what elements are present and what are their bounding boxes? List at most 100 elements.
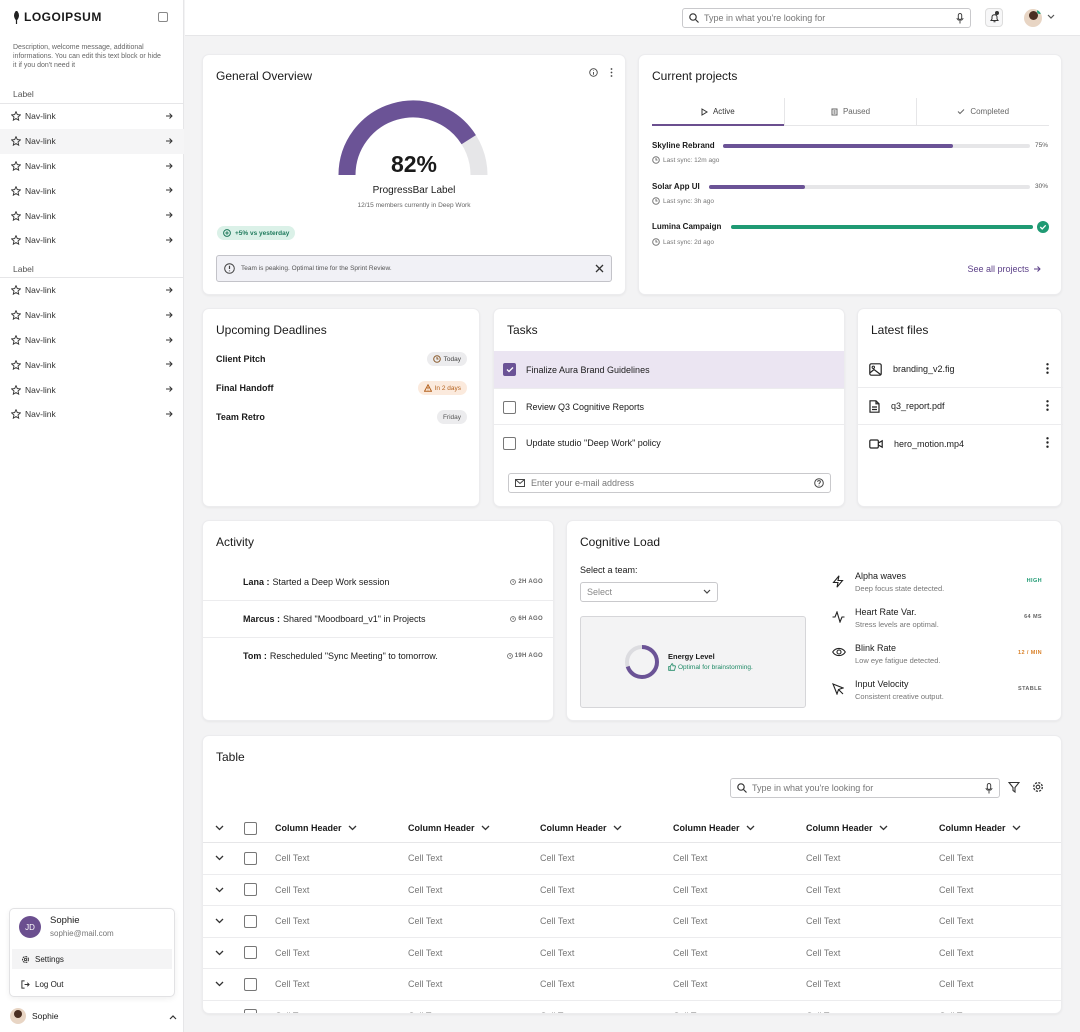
kebab-menu-icon[interactable] xyxy=(1046,437,1049,448)
expand-row-icon[interactable] xyxy=(215,918,224,924)
row-checkbox[interactable] xyxy=(244,946,257,960)
expand-row-icon[interactable] xyxy=(215,887,224,893)
deadline-item[interactable]: Client Pitch Today xyxy=(216,349,467,369)
microphone-icon[interactable] xyxy=(956,12,964,24)
logo[interactable]: LOGOIPSUM xyxy=(12,10,102,24)
deadline-item[interactable]: Final Handoff In 2 days xyxy=(216,378,467,398)
sidebar-nav-link[interactable]: Nav-link xyxy=(0,104,184,129)
select-all-checkbox[interactable] xyxy=(244,821,257,835)
search-input[interactable]: Type in what you're looking for xyxy=(682,8,971,28)
chevron-up-icon[interactable] xyxy=(169,1014,177,1020)
task-item[interactable]: Review Q3 Cognitive Reports xyxy=(494,388,844,425)
sidebar-nav-link[interactable]: Nav-link xyxy=(0,377,184,402)
table-cell: Cell Text xyxy=(673,875,707,906)
chevron-down-icon[interactable] xyxy=(1012,825,1021,831)
sidebar-nav-link[interactable]: Nav-link xyxy=(0,278,184,303)
task-item[interactable]: Update studio "Deep Work" policy xyxy=(494,424,844,461)
task-checkbox[interactable] xyxy=(503,363,516,376)
metric-title: Heart Rate Var. xyxy=(855,607,917,617)
table-search-input[interactable]: Type in what you're looking for xyxy=(730,778,1000,798)
task-checkbox[interactable] xyxy=(503,436,516,450)
chevron-down-icon[interactable] xyxy=(879,825,888,831)
see-all-projects-link[interactable]: See all projects xyxy=(967,264,1041,274)
row-checkbox[interactable] xyxy=(244,883,257,897)
activity-item[interactable]: Tom : Rescheduled "Sync Meeting" to tomor… xyxy=(203,637,553,674)
task-item[interactable]: Finalize Aura Brand Guidelines xyxy=(494,351,844,388)
gear-icon[interactable] xyxy=(1032,781,1044,793)
activity-user: Lana : xyxy=(243,577,270,587)
chevron-down-icon[interactable] xyxy=(215,825,224,831)
chevron-down-icon[interactable] xyxy=(1047,14,1055,20)
chevron-down-icon[interactable] xyxy=(746,825,755,831)
column-header[interactable]: Column Header xyxy=(408,814,490,842)
sidebar-nav-link[interactable]: Nav-link xyxy=(0,303,184,328)
row-checkbox[interactable] xyxy=(244,1009,257,1013)
sidebar-nav-link[interactable]: Nav-link xyxy=(0,203,184,228)
kebab-menu-icon[interactable] xyxy=(1046,363,1049,374)
settings-label: Settings xyxy=(35,954,64,964)
table-cell: Cell Text xyxy=(275,969,309,1000)
deadline-name: Client Pitch xyxy=(216,354,266,364)
tab-active[interactable]: Active xyxy=(652,98,785,126)
help-icon[interactable] xyxy=(814,478,824,488)
row-checkbox[interactable] xyxy=(244,914,257,928)
chevron-down-icon[interactable] xyxy=(348,825,357,831)
logout-label: Log Out xyxy=(35,979,64,989)
email-field[interactable]: Enter your e-mail address xyxy=(508,473,831,493)
file-item[interactable]: q3_report.pdf xyxy=(858,388,1063,425)
task-checkbox[interactable] xyxy=(503,400,516,414)
sidebar-nav-link[interactable]: Nav-link xyxy=(0,402,184,427)
sidebar-nav-link[interactable]: Nav-link xyxy=(0,228,184,253)
deadline-item[interactable]: Team Retro Friday xyxy=(216,407,467,427)
filter-icon[interactable] xyxy=(1008,781,1020,793)
arrow-right-icon xyxy=(166,187,173,194)
team-select[interactable]: Select xyxy=(580,582,718,602)
expand-row-icon[interactable] xyxy=(215,855,224,861)
info-icon[interactable] xyxy=(589,68,598,77)
kebab-menu-icon[interactable] xyxy=(1046,400,1049,411)
table-row[interactable]: Cell Text Cell Text Cell Text Cell Text Cell… xyxy=(203,875,1061,906)
sidebar-nav-link[interactable]: Nav-link xyxy=(0,154,184,179)
column-header[interactable]: Column Header xyxy=(540,814,622,842)
file-item[interactable]: hero_motion.mp4 xyxy=(858,425,1063,462)
bottom-user[interactable]: Sophie xyxy=(10,1008,58,1024)
column-header[interactable]: Column Header xyxy=(673,814,755,842)
expand-row-icon[interactable] xyxy=(215,1013,224,1014)
activity-item[interactable]: Lana : Started a Deep Work session 2H AGO xyxy=(203,564,553,601)
row-checkbox[interactable] xyxy=(244,851,257,865)
gauge-label: ProgressBar Label xyxy=(372,185,456,196)
file-item[interactable]: branding_v2.fig xyxy=(858,351,1063,388)
collapse-sidebar-icon[interactable] xyxy=(158,12,168,22)
time-text: 19H AGO xyxy=(514,652,543,659)
chevron-down-icon[interactable] xyxy=(613,825,622,831)
column-header[interactable]: Column Header xyxy=(939,814,1021,842)
notifications-button[interactable] xyxy=(985,8,1003,27)
activity-item[interactable]: Marcus : Shared "Moodboard_v1" in Project… xyxy=(203,601,553,638)
microphone-icon[interactable] xyxy=(985,782,993,794)
settings-menu-item[interactable]: Settings xyxy=(12,949,172,969)
sidebar-nav-link[interactable]: Nav-link xyxy=(0,128,184,154)
column-header[interactable]: Column Header xyxy=(275,814,357,842)
row-checkbox[interactable] xyxy=(244,977,257,991)
avatar[interactable] xyxy=(1024,9,1042,27)
sidebar-nav-link[interactable]: Nav-link xyxy=(0,178,184,203)
close-icon[interactable] xyxy=(595,264,604,273)
chevron-down-icon[interactable] xyxy=(481,825,490,831)
expand-row-icon[interactable] xyxy=(215,981,224,987)
column-header[interactable]: Column Header xyxy=(806,814,888,842)
sidebar-description: Description, welcome message, additional… xyxy=(13,44,161,69)
sidebar-nav-link[interactable]: Nav-link xyxy=(0,328,184,353)
table-row[interactable]: Cell Text Cell Text Cell Text Cell Text Cell… xyxy=(203,969,1061,1001)
expand-row-icon[interactable] xyxy=(215,950,224,956)
sidebar-nav-link[interactable]: Nav-link xyxy=(0,352,184,377)
tab-completed[interactable]: Completed xyxy=(917,98,1049,125)
tab-paused[interactable]: Paused xyxy=(785,98,918,125)
table-row[interactable]: Cell Text Cell Text Cell Text Cell Text Cell… xyxy=(203,1001,1061,1014)
table-row[interactable]: Cell Text Cell Text Cell Text Cell Text Cell… xyxy=(203,906,1061,938)
table-row[interactable]: Cell Text Cell Text Cell Text Cell Text Cell… xyxy=(203,843,1061,875)
table-row[interactable]: Cell Text Cell Text Cell Text Cell Text Cell… xyxy=(203,938,1061,969)
logout-menu-item[interactable]: Log Out xyxy=(12,974,172,994)
metric-item: Blink Rate Low eye fatigue detected. 12 … xyxy=(832,643,1042,673)
kebab-menu-icon[interactable] xyxy=(610,68,613,77)
cell-text: Cell Text xyxy=(673,979,708,990)
